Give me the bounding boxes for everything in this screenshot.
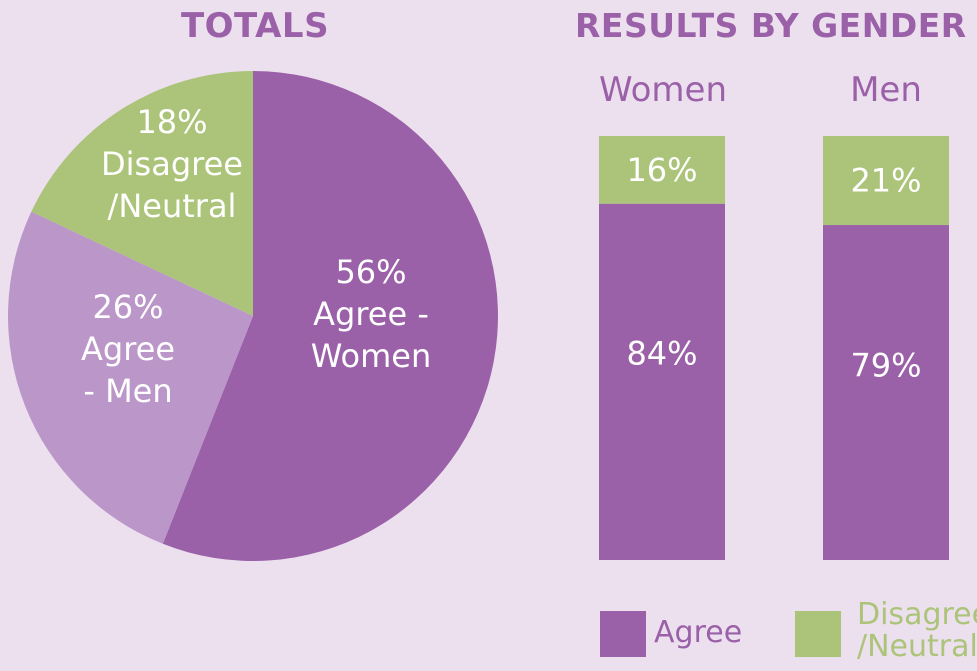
bar-agree-men <box>823 225 949 561</box>
bar-chart-title: RESULTS BY GENDER <box>575 6 967 45</box>
bar-agree-label-men: 79% <box>850 347 921 385</box>
pie-slice-1 <box>7 211 253 544</box>
bar-agree-women <box>599 203 725 560</box>
pie-slice-2 <box>31 71 253 316</box>
bar-disagree-label-men: 21% <box>850 162 921 200</box>
pie-chart-title: TOTALS <box>180 6 330 46</box>
pie-slice-label-2: 18% Disagree/Neutral <box>101 103 243 225</box>
bar-disagree-label-women: 16% <box>626 151 697 189</box>
pie-slice-0 <box>162 71 498 561</box>
legend-swatch-agree <box>600 611 646 657</box>
legend-label-disagree: Disagree/Neutral <box>857 597 977 664</box>
bar-disagree-men <box>823 136 949 226</box>
pie-slice-label-0: 56% Agree -Women <box>311 253 431 375</box>
bar-category-women: Women <box>599 70 728 110</box>
bar-category-men: Men <box>850 70 922 110</box>
pie-slice-label-1: 26% Agree - Men <box>81 288 175 410</box>
legend-swatch-disagree <box>795 611 841 657</box>
bar-agree-label-women: 84% <box>626 334 697 372</box>
legend-label-agree: Agree <box>654 615 742 650</box>
bar-disagree-women <box>599 136 725 204</box>
